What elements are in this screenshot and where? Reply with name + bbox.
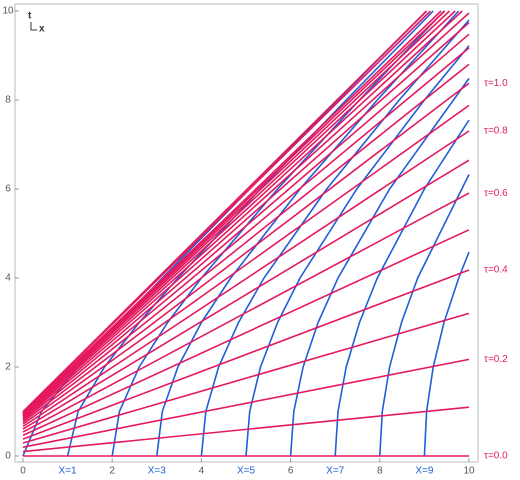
axis-arrow [30,22,37,31]
tau-line [22,358,470,448]
y-tick-label: 6 [5,184,11,195]
tau-line [22,159,470,430]
x-curve [334,119,470,457]
tau-label: τ=0.0 [484,451,508,462]
tau-line [22,10,463,416]
tau-line [22,12,470,417]
x-axis-label: x [39,24,45,35]
x-curve [379,174,470,457]
tau-label: τ=0.4 [484,265,508,276]
tau-line [22,82,470,423]
x-curve-label: X=9 [415,466,434,477]
x-tick-label: 4 [199,466,205,477]
tau-line [22,406,470,453]
tau-line [22,63,470,422]
tau-label: τ=0.6 [484,188,508,199]
tau-line [22,10,428,413]
x-curve-label: X=3 [148,466,167,477]
y-tick-label: 2 [5,362,11,373]
x-curve-label: X=5 [237,466,256,477]
tau-line [22,312,470,444]
y-tick-label: 0 [5,451,11,462]
tau-line [22,10,442,414]
plot-frame [14,3,479,463]
x-tick-label: 10 [463,466,475,477]
tau-label: τ=0.8 [484,126,508,137]
x-curve-label: X=1 [59,466,78,477]
y-tick-label: 8 [5,95,11,106]
y-tick-label: 4 [5,273,11,284]
tau-line [22,22,470,418]
x-curve-label: X=7 [326,466,345,477]
tau-label: τ=0.2 [484,354,508,365]
tau-line [22,33,470,419]
t-axis-label: t [28,11,32,22]
tau-line [22,192,470,433]
tau-line [22,104,470,425]
tau-line [22,10,451,415]
x-tick-label: 6 [288,466,294,477]
tau-line [22,229,470,437]
x-curve [245,45,470,457]
x-tick-label: 0 [20,466,26,477]
tau-line [22,10,456,415]
tau-line [22,130,470,428]
x-tick-label: 8 [377,466,383,477]
tau-line [22,269,470,440]
x-curve [289,77,470,457]
x-tick-label: 2 [109,466,115,477]
y-tick-label: 10 [2,6,14,17]
tau-label: τ=1.0 [484,78,508,89]
x-curve [200,19,470,457]
x-curve [423,251,470,457]
tau-line [22,47,470,420]
